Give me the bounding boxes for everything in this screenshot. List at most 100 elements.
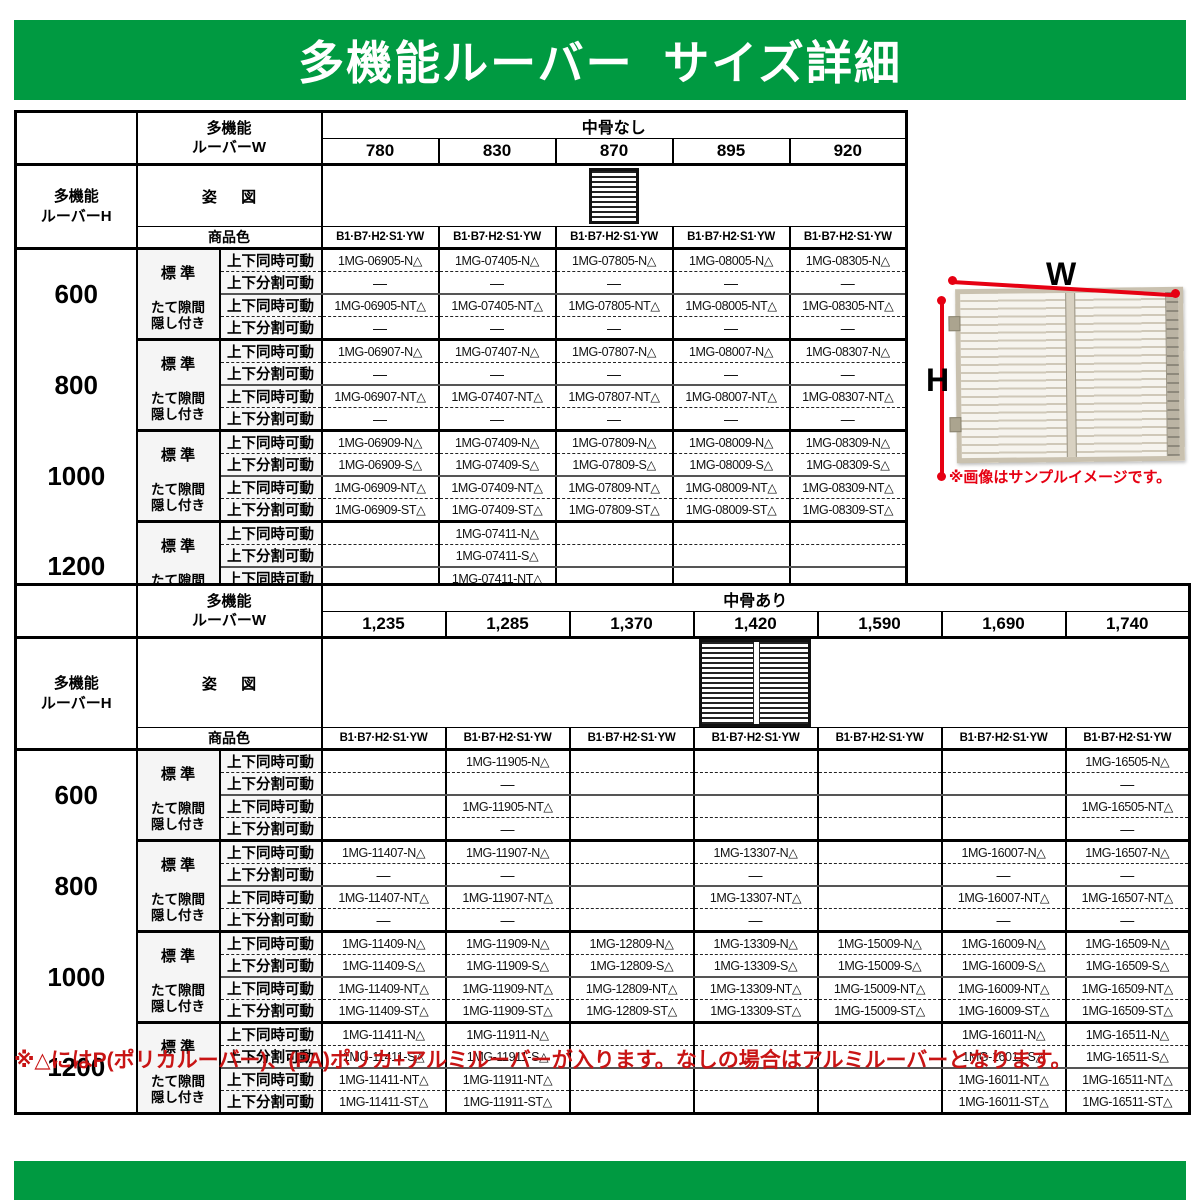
product-code-cell (941, 772, 1067, 796)
product-code-cell (569, 840, 695, 864)
movable-label: 上下同時可動 (219, 294, 323, 317)
product-code-cell: 1MG-12809-S△ (569, 954, 695, 978)
footer-bar (14, 1161, 1186, 1200)
product-code-cell: 1MG-12809-NT△ (569, 977, 695, 1000)
panel-center-mullion (1065, 292, 1077, 458)
product-code-cell: 1MG-16505-NT△ (1065, 795, 1191, 818)
movable-label: 上下分割可動 (219, 498, 323, 523)
product-code-cell: 1MG-13309-S△ (693, 954, 819, 978)
product-code-cell: 1MG-11409-ST△ (321, 999, 447, 1024)
product-code-cell: 1MG-11911-S△ (445, 1045, 571, 1069)
sample-product-image: W H ※画像はサンプルイメージです。 (926, 256, 1192, 489)
size-table-with-middle-bone: 多機能 ルーバーW 中骨あり 1,235 1,285 1,370 1,420 1,590 1,… (14, 583, 1191, 1115)
size-table-no-middle-bone: 多機能 ルーバーW 中骨なし 780 830 870 895 920 多機能 ルーバーH 姿 図… (14, 110, 908, 614)
product-code-cell: 1MG-16509-N△ (1065, 931, 1191, 955)
movable-label: 上下分割可動 (219, 316, 323, 341)
product-code-cell: 1MG-16509-ST△ (1065, 999, 1191, 1024)
product-code-cell (569, 886, 695, 909)
corner-cell (15, 584, 138, 639)
product-code-cell: 1MG-08305-NT△ (789, 294, 908, 317)
product-code-cell: 1MG-07809-N△ (555, 430, 674, 454)
product-code-cell (321, 817, 447, 842)
product-code-cell: 1MG-07405-N△ (438, 248, 557, 272)
panel-hinge-top (948, 316, 961, 332)
product-code-cell: — (789, 407, 908, 432)
product-code-cell: 1MG-08007-N△ (672, 339, 791, 363)
product-code-cell: — (438, 271, 557, 295)
product-code-cell: 1MG-08309-NT△ (789, 476, 908, 499)
type-tate-label: たて隙間 隠し付き (136, 886, 221, 933)
product-code-cell: 1MG-06907-N△ (321, 339, 440, 363)
product-code-cell (321, 544, 440, 568)
movable-label: 上下同時可動 (219, 749, 323, 773)
product-code-cell (817, 817, 943, 842)
louver-panel-illustration (948, 286, 1185, 464)
product-code-cell (817, 886, 943, 909)
corner-cell (15, 111, 138, 166)
product-code-cell (693, 1022, 819, 1046)
product-code-cell (555, 521, 674, 545)
product-code-cell: 1MG-11909-N△ (445, 931, 571, 955)
product-code-cell: 1MG-12809-ST△ (569, 999, 695, 1024)
color-code-cell: B1·B7·H2·S1·YW (789, 226, 908, 250)
product-code-cell (817, 1068, 943, 1091)
movable-label: 上下同時可動 (219, 1022, 323, 1046)
product-code-cell: 1MG-08309-ST△ (789, 498, 908, 523)
product-code-cell: 1MG-13307-NT△ (693, 886, 819, 909)
height-value-cell: 1000 (15, 931, 138, 1023)
color-code-cell: B1·B7·H2·S1·YW (321, 727, 447, 751)
product-code-cell: — (555, 362, 674, 386)
product-code-cell: 1MG-07407-N△ (438, 339, 557, 363)
product-code-cell (672, 521, 791, 545)
product-code-cell: 1MG-06909-NT△ (321, 476, 440, 499)
product-code-cell: 1MG-16011-NT△ (941, 1068, 1067, 1091)
product-code-cell: — (941, 908, 1067, 933)
height-value-cell: 800 (15, 339, 138, 431)
panel-hinge-bottom (949, 417, 962, 433)
product-code-cell (693, 772, 819, 796)
product-code-cell: 1MG-16007-N△ (941, 840, 1067, 864)
color-code-cell: B1·B7·H2·S1·YW (438, 226, 557, 250)
type-standard-label: 標 準 (136, 430, 221, 476)
product-code-cell: 1MG-11909-ST△ (445, 999, 571, 1024)
product-code-cell (789, 544, 908, 568)
product-code-cell (817, 908, 943, 933)
product-code-cell: 1MG-11411-N△ (321, 1022, 447, 1046)
product-code-cell: 1MG-07409-S△ (438, 453, 557, 477)
product-code-cell: 1MG-06909-N△ (321, 430, 440, 454)
movable-label: 上下分割可動 (219, 407, 323, 432)
product-code-cell: 1MG-15009-ST△ (817, 999, 943, 1024)
product-code-cell: 1MG-16009-N△ (941, 931, 1067, 955)
product-code-cell: 1MG-11905-N△ (445, 749, 571, 773)
product-code-cell (321, 795, 447, 818)
product-code-cell: 1MG-16511-N△ (1065, 1022, 1191, 1046)
product-code-cell: 1MG-08307-NT△ (789, 385, 908, 408)
product-code-cell: — (672, 362, 791, 386)
product-code-cell (672, 544, 791, 568)
product-code-cell: — (438, 316, 557, 341)
product-code-cell: 1MG-15009-NT△ (817, 977, 943, 1000)
movable-label: 上下分割可動 (219, 453, 323, 477)
louver-figure-double (699, 639, 812, 727)
bone-type-header: 中骨あり (321, 584, 1191, 612)
product-code-cell: 1MG-07405-NT△ (438, 294, 557, 317)
width-value-cell: 1,740 (1065, 611, 1191, 639)
product-code-cell: — (555, 271, 674, 295)
product-code-cell: — (555, 316, 674, 341)
product-code-cell (941, 749, 1067, 773)
bone-type-header: 中骨なし (321, 111, 908, 139)
color-code-cell: B1·B7·H2·S1·YW (817, 727, 943, 751)
product-code-cell: 1MG-06905-NT△ (321, 294, 440, 317)
product-code-cell (693, 1045, 819, 1069)
product-code-cell (817, 1045, 943, 1069)
movable-label: 上下同時可動 (219, 977, 323, 1000)
width-value-cell: 895 (672, 138, 791, 166)
type-standard-label: 標 準 (136, 248, 221, 294)
product-code-cell: 1MG-11911-ST△ (445, 1090, 571, 1115)
panel-side-track (1165, 291, 1180, 456)
movable-label: 上下同時可動 (219, 931, 323, 955)
product-code-cell: 1MG-07411-S△ (438, 544, 557, 568)
product-code-cell: 1MG-07809-S△ (555, 453, 674, 477)
product-code-cell: 1MG-08009-S△ (672, 453, 791, 477)
product-code-cell: — (321, 316, 440, 341)
